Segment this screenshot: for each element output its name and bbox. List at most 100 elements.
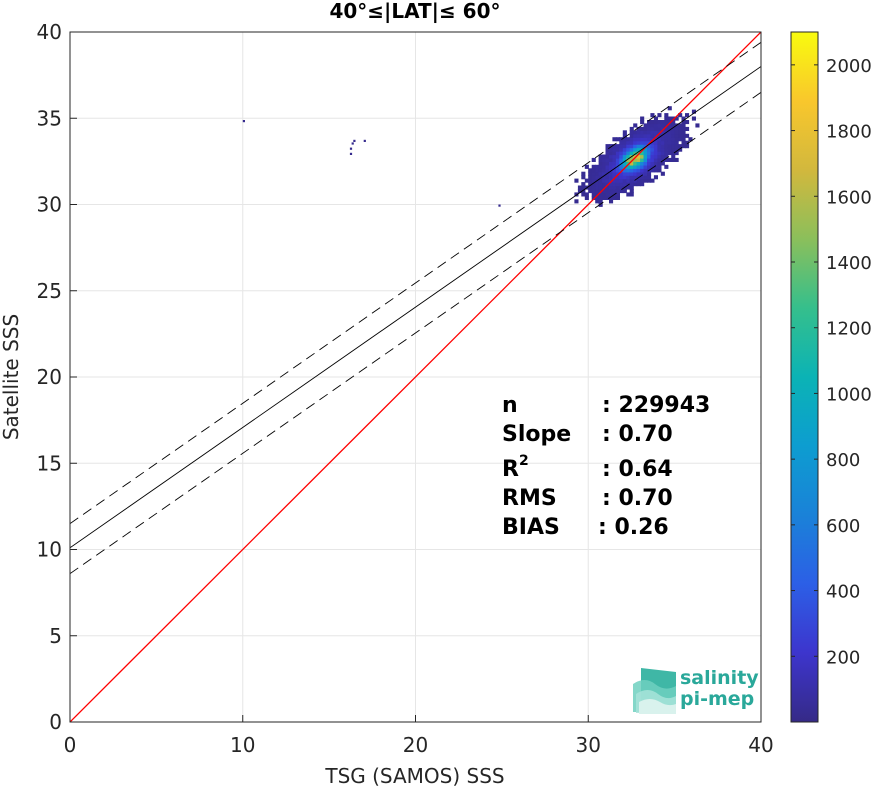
y-tick-label: 25 bbox=[37, 279, 62, 303]
density-cell bbox=[667, 116, 672, 121]
density-cell bbox=[643, 137, 648, 142]
density-cell bbox=[633, 144, 638, 149]
density-cell bbox=[598, 164, 603, 169]
density-cell bbox=[605, 151, 610, 156]
colorbar-tick-label: 1800 bbox=[826, 122, 872, 143]
density-cell bbox=[615, 175, 620, 180]
density-cell bbox=[602, 171, 607, 176]
density-cell bbox=[671, 140, 676, 145]
density-cell bbox=[664, 126, 669, 131]
density-cell bbox=[633, 168, 638, 173]
density-cell bbox=[640, 130, 645, 135]
density-cell bbox=[671, 151, 676, 156]
density-cell bbox=[609, 192, 614, 197]
density-cell bbox=[629, 178, 634, 183]
density-cell bbox=[660, 137, 665, 142]
density-cell bbox=[636, 151, 641, 156]
density-cell bbox=[643, 126, 648, 131]
density-cell bbox=[685, 133, 690, 138]
density-cell bbox=[657, 144, 662, 149]
density-cell bbox=[581, 182, 586, 187]
density-cell bbox=[633, 137, 638, 142]
density-cell bbox=[609, 157, 614, 162]
density-cell bbox=[581, 185, 586, 190]
density-cell bbox=[602, 154, 607, 159]
density-cell bbox=[605, 175, 610, 180]
density-cell bbox=[588, 168, 593, 173]
density-cell bbox=[667, 147, 672, 152]
density-cell bbox=[647, 157, 652, 162]
density-cell bbox=[674, 140, 679, 145]
density-cell bbox=[588, 185, 593, 190]
density-cell bbox=[626, 154, 631, 159]
density-cell bbox=[643, 157, 648, 162]
density-cell bbox=[667, 123, 672, 128]
density-cell bbox=[657, 151, 662, 156]
density-cell bbox=[622, 164, 627, 169]
density-cell bbox=[664, 157, 669, 162]
density-cell bbox=[612, 178, 617, 183]
density-cell bbox=[671, 157, 676, 162]
density-cell bbox=[636, 178, 641, 183]
density-cell bbox=[674, 116, 679, 121]
density-cell bbox=[650, 151, 655, 156]
density-cell bbox=[609, 182, 614, 187]
density-cell bbox=[667, 140, 672, 145]
density-cell bbox=[619, 154, 624, 159]
density-cell bbox=[626, 144, 631, 149]
density-cell bbox=[674, 151, 679, 156]
density-cell bbox=[609, 151, 614, 156]
density-cell bbox=[612, 147, 617, 152]
chart-title: 40°≤|LAT|≤ 60° bbox=[329, 0, 500, 23]
density-cell bbox=[653, 154, 658, 159]
density-cell bbox=[615, 164, 620, 169]
density-cell bbox=[612, 137, 617, 142]
density-cell bbox=[664, 154, 669, 159]
density-cell bbox=[619, 151, 624, 156]
density-cell bbox=[602, 168, 607, 173]
density-cell bbox=[633, 178, 638, 183]
density-cell bbox=[605, 189, 610, 194]
density-cell bbox=[660, 130, 665, 135]
density-cell bbox=[657, 147, 662, 152]
density-cell bbox=[643, 154, 648, 159]
density-outlier-cell bbox=[353, 139, 356, 142]
density-cell bbox=[674, 126, 679, 131]
density-cell bbox=[650, 147, 655, 152]
density-cell bbox=[671, 147, 676, 152]
density-cell bbox=[633, 151, 638, 156]
colorbar-tick-label: 1400 bbox=[826, 253, 872, 274]
density-cell bbox=[640, 151, 645, 156]
density-outlier-cell bbox=[242, 120, 245, 123]
density-cell bbox=[643, 147, 648, 152]
density-cell bbox=[657, 157, 662, 162]
density-cell bbox=[650, 137, 655, 142]
density-cell bbox=[650, 123, 655, 128]
density-cell bbox=[609, 161, 614, 166]
salinity-pi-mep-logo: salinity pi-mep bbox=[633, 667, 759, 714]
density-cell bbox=[636, 133, 641, 138]
density-cell bbox=[667, 151, 672, 156]
density-cell bbox=[647, 175, 652, 180]
density-cell bbox=[647, 133, 652, 138]
density-cell bbox=[681, 130, 686, 135]
density-cell bbox=[671, 116, 676, 121]
density-cell bbox=[660, 147, 665, 152]
density-cell bbox=[626, 140, 631, 145]
density-cell bbox=[626, 168, 631, 173]
density-cell bbox=[602, 157, 607, 162]
density-cell bbox=[588, 171, 593, 176]
density-cell bbox=[660, 120, 665, 125]
density-cell bbox=[615, 144, 620, 149]
density-cell bbox=[667, 133, 672, 138]
density-outlier-cell bbox=[351, 142, 354, 145]
density-cell bbox=[595, 168, 600, 173]
density-cell bbox=[671, 123, 676, 128]
stat-slope-value: : 0.70 bbox=[602, 422, 673, 447]
density-cell bbox=[681, 140, 686, 145]
density-cell bbox=[636, 171, 641, 176]
density-cell bbox=[619, 140, 624, 145]
density-cell bbox=[629, 144, 634, 149]
density-cell bbox=[626, 147, 631, 152]
density-cell bbox=[671, 126, 676, 131]
